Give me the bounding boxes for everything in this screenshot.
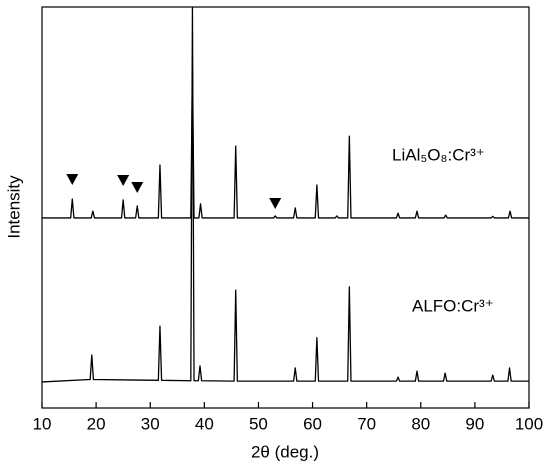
x-tick-label: 10 xyxy=(33,414,52,433)
peak-marker xyxy=(131,182,144,193)
peak-marker xyxy=(66,174,79,185)
x-tick-label: 80 xyxy=(411,414,430,433)
x-tick-label: 90 xyxy=(465,414,484,433)
x-tick-label: 70 xyxy=(357,414,376,433)
y-axis-label: Intensity xyxy=(4,175,23,239)
series-line xyxy=(42,68,529,219)
plot-frame xyxy=(41,6,530,409)
x-axis-label: 2θ (deg.) xyxy=(251,442,319,461)
x-tick-label: 100 xyxy=(515,414,543,433)
x-tick-label: 50 xyxy=(249,414,268,433)
peak-marker xyxy=(269,198,282,209)
series-label: LiAl₅O₈:Cr³⁺ xyxy=(392,145,485,164)
x-tick-label: 40 xyxy=(195,414,214,433)
x-tick-label: 60 xyxy=(303,414,322,433)
peak-marker xyxy=(117,175,130,186)
x-tick-label: 20 xyxy=(87,414,106,433)
series-label: ALFO:Cr³⁺ xyxy=(412,296,494,315)
x-tick-label: 30 xyxy=(141,414,160,433)
series-line xyxy=(41,6,529,383)
